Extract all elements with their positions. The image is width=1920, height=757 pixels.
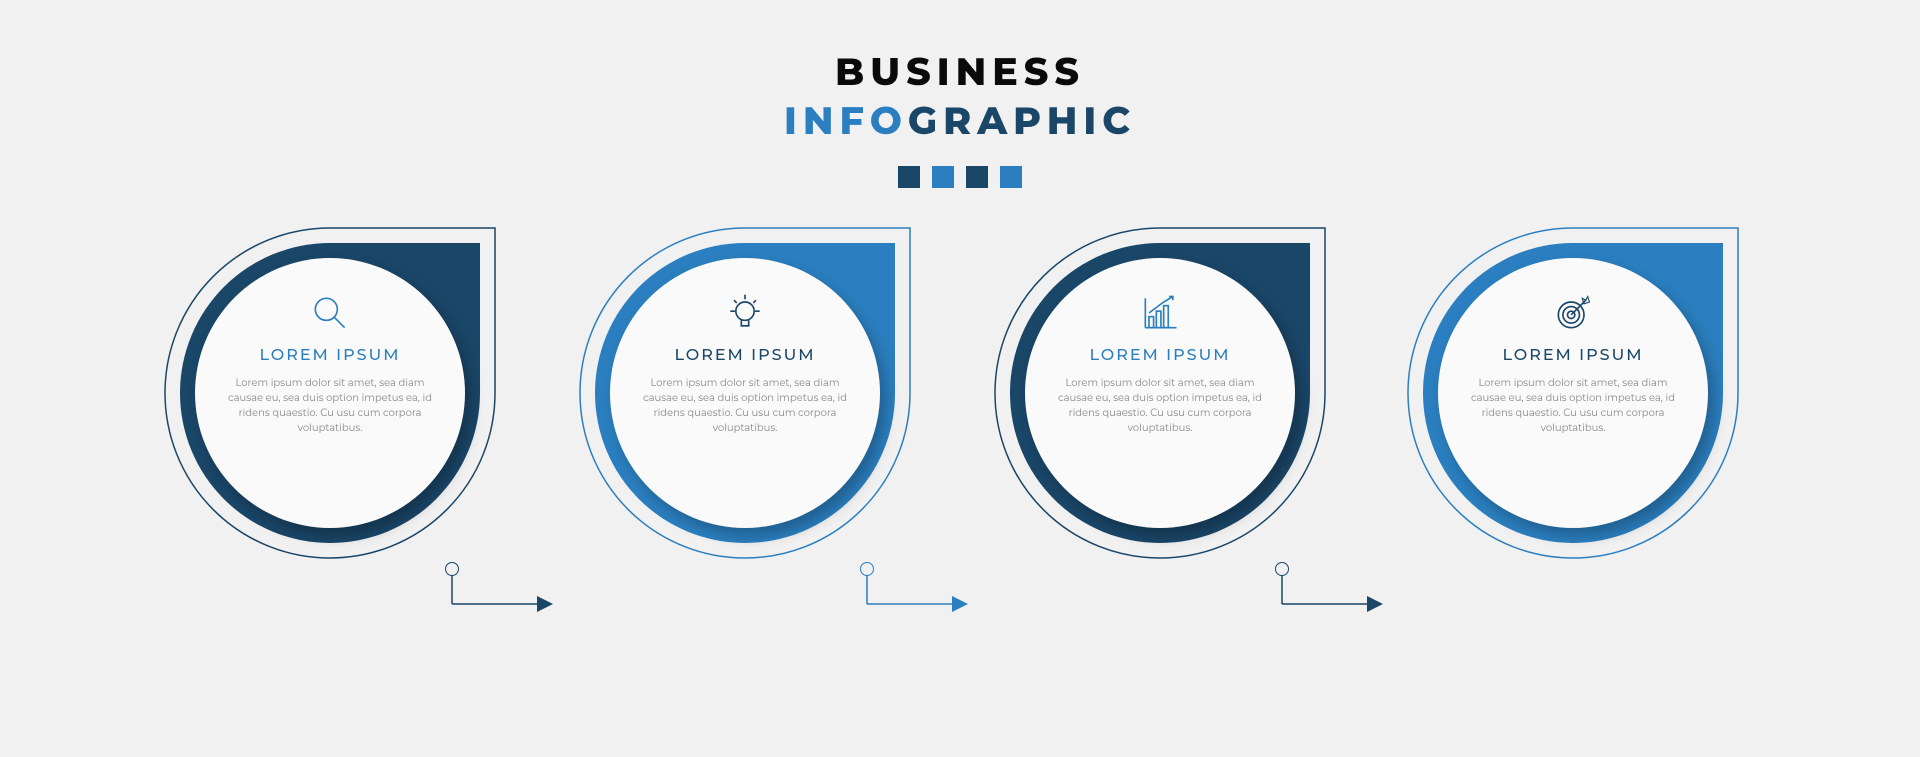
header: BUSINESS INFOGRAPHIC xyxy=(0,0,1920,188)
title-line1: BUSINESS xyxy=(0,48,1920,95)
title-line2-part1: INFO xyxy=(784,97,908,144)
step-4: LOREM IPSUM Lorem ipsum dolor sit amet, … xyxy=(1388,218,1788,638)
square-0 xyxy=(898,166,920,188)
step-4-inner: LOREM IPSUM Lorem ipsum dolor sit amet, … xyxy=(1438,258,1708,528)
step-3-body: Lorem ipsum dolor sit amet, sea diam cau… xyxy=(1053,375,1267,435)
step-4-heading: LOREM IPSUM xyxy=(1502,346,1643,365)
target-icon xyxy=(1551,288,1595,338)
step-2-connector-dot xyxy=(860,562,874,576)
step-1-connector-dot xyxy=(445,562,459,576)
step-2-body: Lorem ipsum dolor sit amet, sea diam cau… xyxy=(638,375,852,435)
step-1: LOREM IPSUM Lorem ipsum dolor sit amet, … xyxy=(145,218,545,638)
step-2: LOREM IPSUM Lorem ipsum dolor sit amet, … xyxy=(560,218,960,638)
step-3: LOREM IPSUM Lorem ipsum dolor sit amet, … xyxy=(975,218,1375,638)
step-1-arrowhead-icon xyxy=(537,596,557,612)
step-1-body: Lorem ipsum dolor sit amet, sea diam cau… xyxy=(223,375,437,435)
square-2 xyxy=(966,166,988,188)
steps-container: LOREM IPSUM Lorem ipsum dolor sit amet, … xyxy=(0,218,1920,718)
square-3 xyxy=(1000,166,1022,188)
square-1 xyxy=(932,166,954,188)
step-4-body: Lorem ipsum dolor sit amet, sea diam cau… xyxy=(1466,375,1680,435)
step-1-inner: LOREM IPSUM Lorem ipsum dolor sit amet, … xyxy=(195,258,465,528)
bulb-icon xyxy=(723,288,767,338)
title-line2: INFOGRAPHIC xyxy=(0,97,1920,144)
step-3-inner: LOREM IPSUM Lorem ipsum dolor sit amet, … xyxy=(1025,258,1295,528)
step-2-heading: LOREM IPSUM xyxy=(674,346,815,365)
step-3-connector-dot xyxy=(1275,562,1289,576)
step-2-arrowhead-icon xyxy=(952,596,972,612)
decorative-squares xyxy=(0,166,1920,188)
step-3-arrowhead-icon xyxy=(1367,596,1387,612)
step-2-inner: LOREM IPSUM Lorem ipsum dolor sit amet, … xyxy=(610,258,880,528)
title-line2-part2: GRAPHIC xyxy=(908,97,1136,144)
step-3-heading: LOREM IPSUM xyxy=(1089,346,1230,365)
magnifier-icon xyxy=(308,288,352,338)
chart-icon xyxy=(1138,288,1182,338)
step-1-heading: LOREM IPSUM xyxy=(259,346,400,365)
